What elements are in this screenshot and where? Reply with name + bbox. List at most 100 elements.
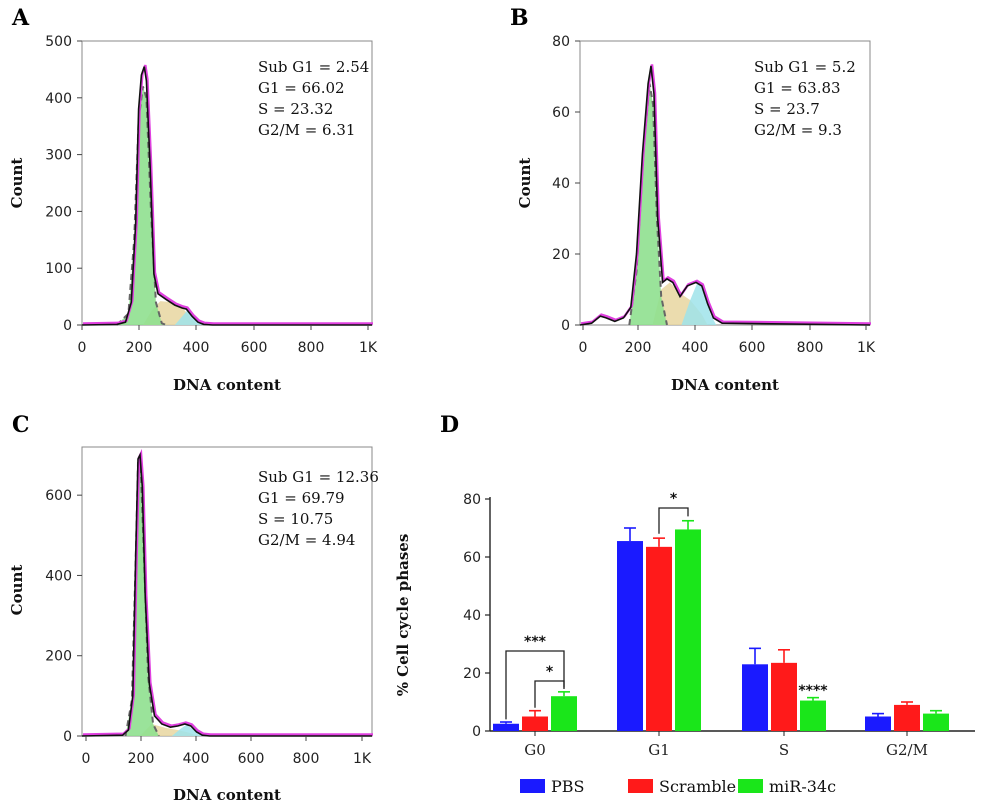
legend-swatch-mir-34c xyxy=(738,779,763,793)
phase-stat-text: G1 = 66.02 xyxy=(258,79,345,97)
legend-label: Scramble xyxy=(659,777,736,796)
bar-mir-34c-s xyxy=(800,700,826,731)
phase-stat-text: S = 23.32 xyxy=(258,100,333,118)
x-tick-label: 400 xyxy=(183,340,210,356)
y-axis-label: % Cell cycle phases xyxy=(394,534,412,697)
bar-scramble-s xyxy=(771,662,797,731)
category-label: G0 xyxy=(524,741,546,759)
x-tick-label: 600 xyxy=(739,340,766,356)
bar-mir-34c-g0 xyxy=(551,696,577,731)
phase-stat-text: G1 = 63.83 xyxy=(754,79,841,97)
y-tick-label: 40 xyxy=(552,176,570,192)
significance-bracket xyxy=(534,680,565,708)
y-tick-label: 600 xyxy=(45,488,72,504)
y-axis-label: Count xyxy=(516,158,534,209)
y-tick-label: 400 xyxy=(45,568,72,584)
y-tick-label: 0 xyxy=(561,318,570,334)
model-fit-line xyxy=(82,448,373,736)
y-tick-label: 60 xyxy=(552,105,570,121)
phase-stat-text: Sub G1 = 2.54 xyxy=(258,58,369,76)
panel-label: C xyxy=(12,412,30,438)
x-tick-label: 200 xyxy=(625,340,652,356)
y-tick-label: 400 xyxy=(45,91,72,107)
x-axis-label: DNA content xyxy=(671,376,779,394)
x-tick-label: 1K xyxy=(857,340,876,356)
y-tick-label: 0 xyxy=(63,729,72,745)
x-axis-label: DNA content xyxy=(173,786,281,804)
y-axis-label: Count xyxy=(8,158,26,209)
y-tick-label: 0 xyxy=(472,724,481,740)
x-tick-label: 600 xyxy=(241,340,268,356)
legend-swatch-scramble xyxy=(628,779,653,793)
x-tick-label: 400 xyxy=(682,340,709,356)
significance-bracket xyxy=(505,650,565,720)
x-tick-label: 600 xyxy=(238,751,265,767)
legend-label: miR-34c xyxy=(769,777,836,796)
y-tick-label: 60 xyxy=(463,550,481,566)
y-tick-label: 100 xyxy=(45,261,72,277)
bar-mir-34c-g2m xyxy=(923,713,949,731)
category-label: S xyxy=(779,741,789,759)
g2m-peak-area xyxy=(171,724,204,736)
panel-label: D xyxy=(440,412,459,438)
g2m-peak-area xyxy=(681,282,717,325)
significance-label: * xyxy=(670,491,678,507)
phase-stat-text: S = 23.7 xyxy=(754,100,820,118)
phase-stat-text: G2/M = 9.3 xyxy=(754,121,842,139)
y-tick-label: 0 xyxy=(63,318,72,334)
y-tick-label: 20 xyxy=(552,247,570,263)
significance-label: * xyxy=(546,664,554,680)
x-axis-label: DNA content xyxy=(173,376,281,394)
legend-swatch-pbs xyxy=(520,779,545,793)
phase-stat-text: Sub G1 = 12.36 xyxy=(258,468,379,486)
y-tick-label: 80 xyxy=(463,492,481,508)
bar-scramble-g0 xyxy=(522,716,548,731)
y-tick-label: 500 xyxy=(45,34,72,50)
panel-label: A xyxy=(11,5,30,31)
phase-stat-text: S = 10.75 xyxy=(258,510,333,528)
bar-pbs-g0 xyxy=(493,723,519,731)
x-tick-label: 200 xyxy=(128,751,155,767)
category-label: G1 xyxy=(648,741,670,759)
significance-label: *** xyxy=(524,634,547,650)
x-tick-label: 800 xyxy=(293,751,320,767)
g1-fit-dashed-line xyxy=(116,86,167,326)
x-tick-label: 800 xyxy=(797,340,824,356)
y-tick-label: 80 xyxy=(552,34,570,50)
g2m-peak-area xyxy=(174,310,204,325)
bar-scramble-g1 xyxy=(646,546,672,731)
x-tick-label: 0 xyxy=(78,340,87,356)
phase-stat-text: G2/M = 6.31 xyxy=(258,121,355,139)
bar-mir-34c-g1 xyxy=(675,529,701,731)
x-tick-label: 200 xyxy=(126,340,153,356)
g1-peak-area xyxy=(629,83,667,325)
phase-stat-text: G1 = 69.79 xyxy=(258,489,345,507)
y-tick-label: 200 xyxy=(45,204,72,220)
y-tick-label: 200 xyxy=(45,649,72,665)
bar-pbs-s xyxy=(742,664,768,731)
x-tick-label: 400 xyxy=(183,751,210,767)
legend-label: PBS xyxy=(551,777,584,796)
category-label: G2/M xyxy=(886,741,928,759)
y-tick-label: 40 xyxy=(463,608,481,624)
histogram-line xyxy=(579,65,871,326)
bar-pbs-g2m xyxy=(865,716,891,731)
y-tick-label: 300 xyxy=(45,148,72,164)
histogram-line xyxy=(81,66,372,326)
histogram-panel-c: 0 200 400 600 0 200 400 600 800 1K DNA content Coun… xyxy=(8,412,379,804)
significance-label: **** xyxy=(798,683,828,699)
x-tick-label: 0 xyxy=(579,340,588,356)
y-tick-label: 20 xyxy=(463,666,481,682)
phase-stat-text: Sub G1 = 5.2 xyxy=(754,58,856,76)
x-tick-label: 800 xyxy=(298,340,325,356)
y-axis-label: Count xyxy=(8,565,26,616)
bar-pbs-g1 xyxy=(617,541,643,731)
x-tick-label: 1K xyxy=(359,340,378,356)
model-fit-line xyxy=(580,64,872,325)
significance-bracket xyxy=(658,507,689,534)
histogram-panel-a: 0 100 200 300 400 500 0 200 400 600 800 1K DNA conte… xyxy=(8,5,378,394)
panel-label: B xyxy=(510,5,529,31)
